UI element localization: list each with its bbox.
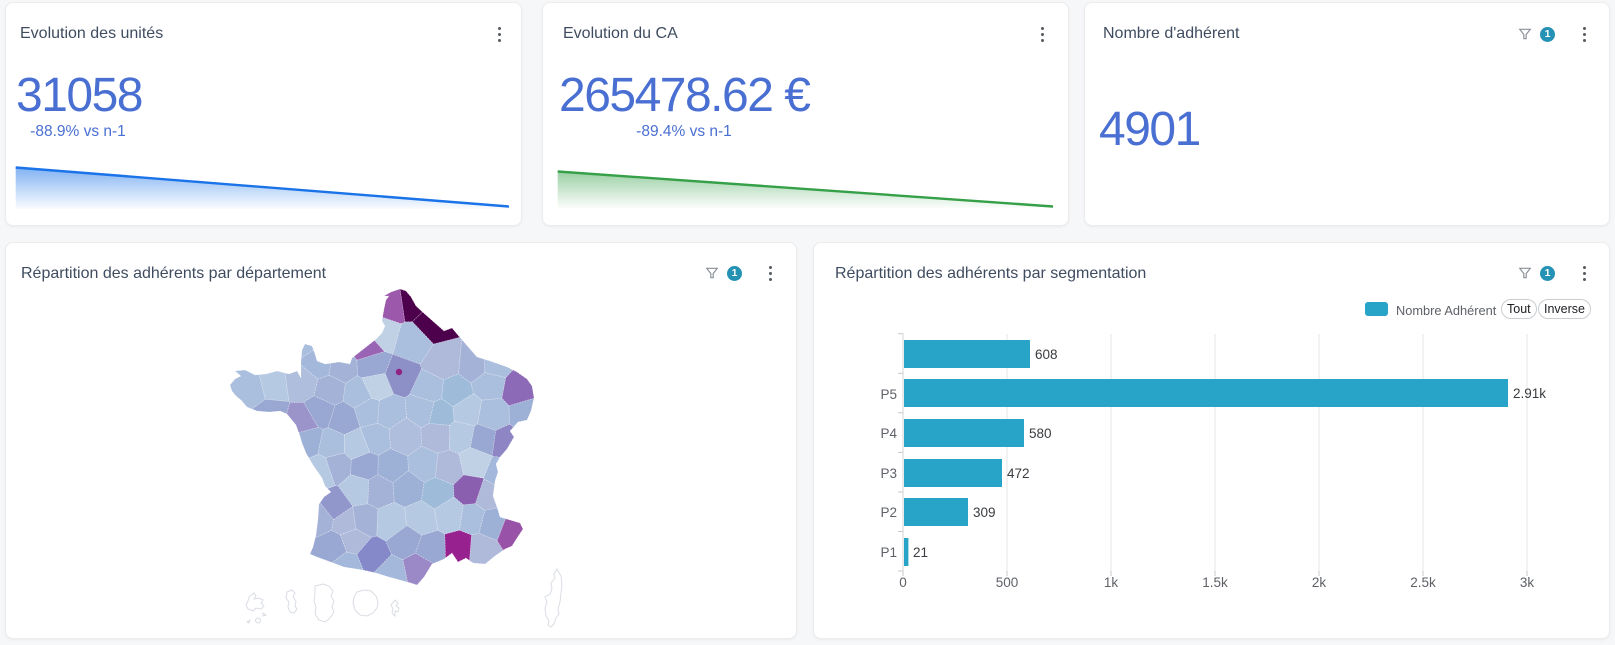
svg-text:P5: P5 bbox=[880, 387, 897, 402]
svg-text:2.5k: 2.5k bbox=[1410, 575, 1436, 590]
svg-text:21: 21 bbox=[913, 545, 928, 560]
svg-text:608: 608 bbox=[1035, 347, 1058, 362]
svg-text:P2: P2 bbox=[880, 505, 897, 520]
svg-text:P3: P3 bbox=[880, 466, 897, 481]
svg-text:1k: 1k bbox=[1104, 575, 1119, 590]
svg-text:500: 500 bbox=[996, 575, 1019, 590]
svg-text:472: 472 bbox=[1007, 466, 1030, 481]
svg-text:0: 0 bbox=[899, 575, 907, 590]
svg-text:580: 580 bbox=[1029, 426, 1052, 441]
svg-text:2k: 2k bbox=[1312, 575, 1327, 590]
svg-text:3k: 3k bbox=[1520, 575, 1535, 590]
svg-text:P4: P4 bbox=[880, 426, 897, 441]
svg-text:2.91k: 2.91k bbox=[1513, 386, 1546, 401]
svg-text:309: 309 bbox=[973, 505, 996, 520]
svg-text:1.5k: 1.5k bbox=[1202, 575, 1228, 590]
svg-text:P1: P1 bbox=[880, 545, 897, 560]
